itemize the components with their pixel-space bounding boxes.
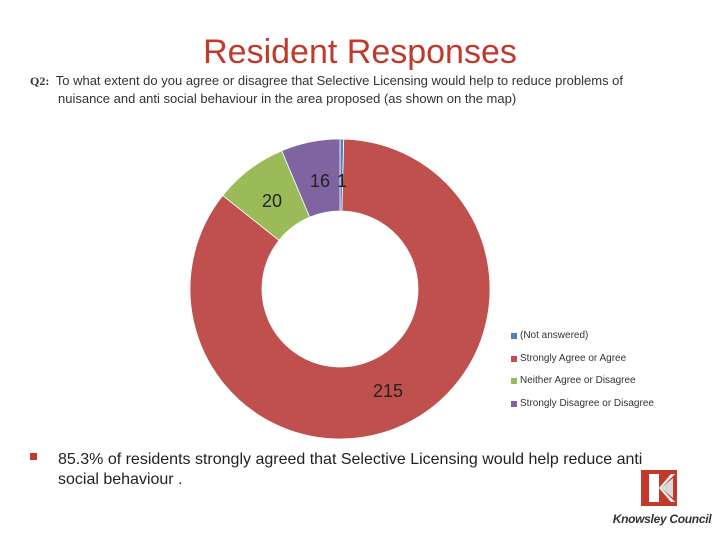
legend-swatch-icon bbox=[511, 355, 517, 362]
knowsley-logo-icon bbox=[641, 470, 677, 506]
legend-item: Strongly Agree or Agree bbox=[511, 353, 654, 376]
slice-strongly-disagree-or-disagree bbox=[281, 138, 341, 218]
slice-strongly-agree-or-agree bbox=[189, 138, 491, 440]
legend-label: (Not answered) bbox=[520, 330, 589, 341]
legend-swatch-icon bbox=[511, 400, 517, 407]
question-line-1: To what extent do you agree or disagree … bbox=[55, 73, 624, 88]
logo-text: Knowsley Council bbox=[612, 512, 712, 526]
bullet-square-icon bbox=[30, 453, 37, 460]
legend-swatch-icon bbox=[511, 333, 517, 339]
data-label-0: 1 bbox=[337, 171, 347, 191]
data-label-3: 16 bbox=[310, 171, 330, 191]
legend-label: Strongly Agree or Agree bbox=[520, 352, 627, 364]
legend-swatch-icon bbox=[511, 378, 517, 384]
data-label-1: 215 bbox=[373, 381, 403, 401]
legend-label: Neither Agree or Disagree bbox=[520, 375, 636, 386]
slide-title: Resident Responses bbox=[203, 33, 517, 71]
knowsley-council-logo: Knowsley Council bbox=[612, 470, 712, 530]
chart-legend: (Not answered) Strongly Agree or Agree Nei… bbox=[511, 330, 654, 420]
legend-item: Strongly Disagree or Disagree bbox=[511, 398, 654, 421]
question-text: Q2: To what extent do you agree or disag… bbox=[30, 72, 690, 107]
question-label: Q2: bbox=[30, 74, 50, 88]
summary-text: 85.3% of residents strongly agreed that … bbox=[58, 451, 643, 488]
legend-label: Strongly Disagree or Disagree bbox=[520, 397, 654, 409]
question-line-2: nuisance and anti social behaviour in th… bbox=[58, 91, 517, 106]
legend-item: (Not answered) bbox=[511, 330, 654, 353]
data-label-2: 20 bbox=[262, 191, 282, 211]
summary-bullet: 85.3% of residents strongly agreed that … bbox=[30, 450, 650, 490]
legend-item: Neither Agree or Disagree bbox=[511, 375, 654, 398]
